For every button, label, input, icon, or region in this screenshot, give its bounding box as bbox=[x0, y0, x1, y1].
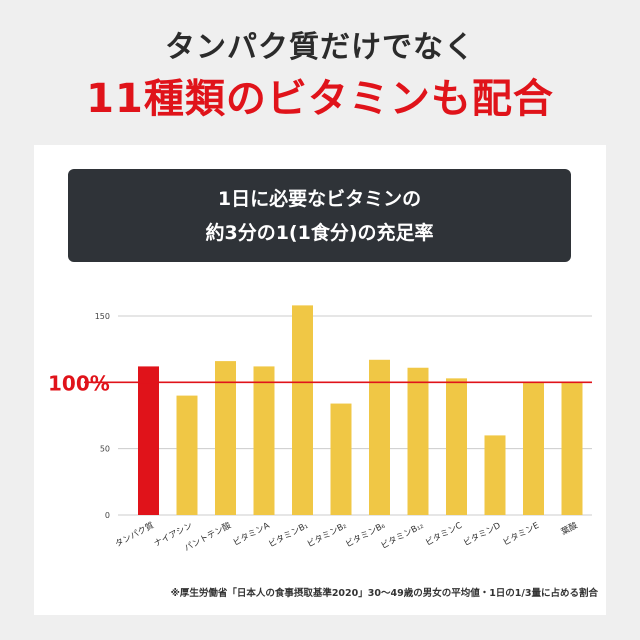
x-tick-label: ビタミンB₁₂ bbox=[380, 521, 426, 552]
x-tick-label: ビタミンB₁ bbox=[267, 521, 310, 550]
headline-top: タンパク質だけでなく bbox=[165, 30, 475, 65]
x-tick-label: ビタミンB₂ bbox=[306, 521, 349, 550]
bar bbox=[561, 382, 583, 515]
bar bbox=[138, 366, 159, 515]
x-tick-label: ビタミンE bbox=[501, 521, 540, 548]
bar bbox=[176, 395, 198, 515]
chart-title-banner: 1日に必要なビタミンの 約3分の1(1食分)の充足率 bbox=[68, 169, 571, 262]
headline-main: 11種類のビタミンも配合 bbox=[86, 76, 554, 122]
source-footnote: ※厚生労働省「日本人の食事摂取基準2020」30〜49歳の男女の平均値・1日の1… bbox=[170, 588, 598, 599]
bar bbox=[446, 378, 467, 515]
bar-chart: 050150タンパク質ナイアシンパントテン酸ビタミンAビタミンB₁ビタミンB₂ビ… bbox=[48, 305, 592, 554]
x-tick-label: タンパク質 bbox=[113, 520, 156, 550]
y-tick-label: 50 bbox=[100, 445, 110, 454]
x-tick-label: ビタミンC bbox=[424, 521, 464, 549]
bar bbox=[215, 361, 236, 515]
bar bbox=[292, 305, 313, 515]
bar bbox=[253, 366, 275, 515]
y-tick-label: 150 bbox=[95, 312, 110, 321]
chart-panel: 1日に必要なビタミンの 約3分の1(1食分)の充足率 0 50 150 タンパク質 ナイ… bbox=[34, 145, 606, 615]
reference-label: 100% bbox=[48, 371, 110, 395]
bar bbox=[369, 359, 390, 515]
y-tick-label: 0 bbox=[105, 511, 110, 520]
bar bbox=[330, 403, 352, 515]
x-tick-label: ビタミンD bbox=[462, 521, 503, 549]
chart-title-line-2: 約3分の1(1食分)の充足率 bbox=[205, 221, 434, 244]
chart-title-line-1: 1日に必要なビタミンの bbox=[217, 187, 422, 210]
x-tick-label: ビタミンA bbox=[232, 521, 272, 549]
bar bbox=[407, 367, 429, 515]
bar bbox=[523, 382, 544, 515]
x-tick-label: 葉酸 bbox=[559, 520, 580, 538]
bar bbox=[484, 435, 506, 515]
